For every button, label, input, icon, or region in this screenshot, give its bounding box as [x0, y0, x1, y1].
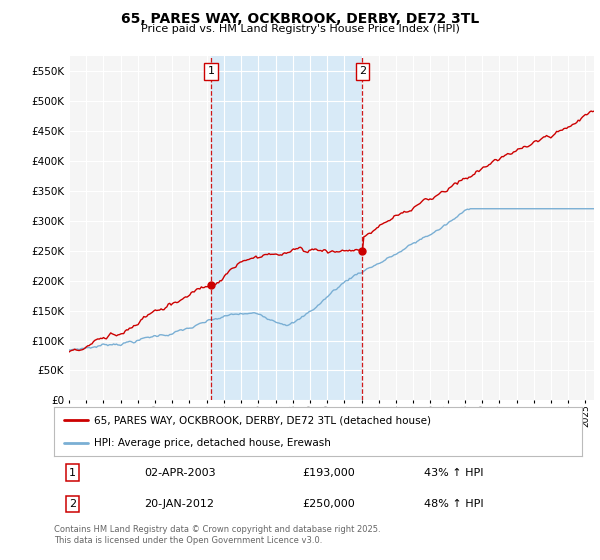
Text: 2: 2 [359, 67, 366, 77]
Bar [211, 56, 362, 400]
Text: 43% ↑ HPI: 43% ↑ HPI [424, 468, 483, 478]
Text: 02-APR-2003: 02-APR-2003 [144, 468, 215, 478]
Text: 1: 1 [69, 468, 76, 478]
Text: 65, PARES WAY, OCKBROOK, DERBY, DE72 3TL: 65, PARES WAY, OCKBROOK, DERBY, DE72 3TL [121, 12, 479, 26]
Text: Contains HM Land Registry data © Crown copyright and database right 2025.
This d: Contains HM Land Registry data © Crown c… [54, 525, 380, 545]
Text: 65, PARES WAY, OCKBROOK, DERBY, DE72 3TL (detached house): 65, PARES WAY, OCKBROOK, DERBY, DE72 3TL… [94, 416, 431, 426]
Text: Price paid vs. HM Land Registry's House Price Index (HPI): Price paid vs. HM Land Registry's House … [140, 24, 460, 34]
Text: 1: 1 [208, 67, 215, 77]
Text: £250,000: £250,000 [302, 499, 355, 509]
Text: 48% ↑ HPI: 48% ↑ HPI [424, 499, 483, 509]
Text: 2: 2 [69, 499, 76, 509]
Text: 20-JAN-2012: 20-JAN-2012 [144, 499, 214, 509]
Text: £193,000: £193,000 [302, 468, 355, 478]
Text: HPI: Average price, detached house, Erewash: HPI: Average price, detached house, Erew… [94, 438, 331, 448]
